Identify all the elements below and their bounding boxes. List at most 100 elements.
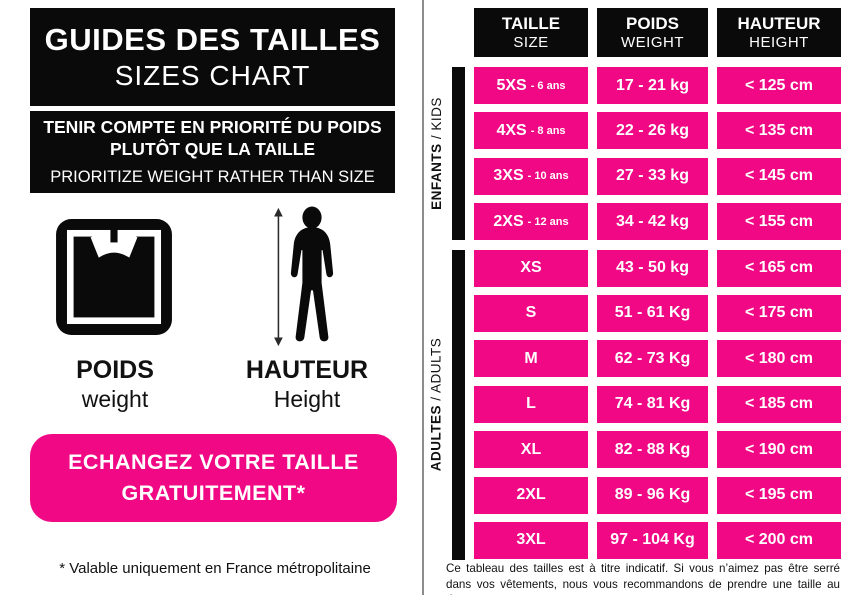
disclaimer-line2: dans vos vêtements, nous vous recommando… xyxy=(446,577,840,595)
table-row: 4XS - 8 ans 22 - 26 kg < 135 cm xyxy=(474,112,841,150)
kids-label-fr: ENFANTS xyxy=(428,143,444,210)
age-value: - 10 ans xyxy=(527,170,569,183)
weight-label-en: weight xyxy=(81,386,149,412)
size-cell: 4XS - 8 ans xyxy=(474,112,588,150)
exchange-button-line1: ECHANGEZ VOTRE TAILLE xyxy=(68,449,359,474)
weight-cell: 97 - 104 Kg xyxy=(597,521,708,559)
age-value: - 12 ans xyxy=(527,215,569,228)
size-cell: 5XS - 6 ans xyxy=(474,67,588,104)
footnote: * Valable uniquement en France métropoli… xyxy=(59,560,371,577)
table-row: 3XS - 10 ans 27 - 33 kg < 145 cm xyxy=(474,157,841,195)
title-banner: GUIDES DES TAILLES SIZES CHART xyxy=(30,8,395,106)
table-row: 2XL 89 - 96 Kg < 195 cm xyxy=(474,476,841,514)
person-silhouette xyxy=(290,206,334,342)
weight-cell: 27 - 33 kg xyxy=(597,157,708,195)
weight-cell: 22 - 26 kg xyxy=(597,112,708,150)
weight-label: POIDS weight xyxy=(30,356,200,413)
size-value: S xyxy=(525,304,537,322)
weight-cell: 82 - 88 Kg xyxy=(597,431,708,469)
weighing-scale-icon xyxy=(56,219,172,335)
size-cell: L xyxy=(474,385,588,423)
size-value: 2XS xyxy=(493,212,524,230)
kids-label-en: KIDS xyxy=(428,97,444,131)
kids-label-separator: / xyxy=(428,130,444,144)
table-row: S 51 - 61 Kg < 175 cm xyxy=(474,294,841,332)
page-title-fr: GUIDES DES TAILLES xyxy=(44,22,381,57)
weight-cell: 34 - 42 kg xyxy=(597,203,708,241)
height-cell: < 175 cm xyxy=(717,294,841,332)
notice-en: PRIORITIZE WEIGHT RATHER THAN SIZE xyxy=(50,168,375,187)
header-size-fr: TAILLE xyxy=(501,14,561,33)
adults-label-en: ADULTS xyxy=(428,337,444,393)
kids-group-bar xyxy=(452,67,465,241)
kids-group-label: ENFANTS / KIDS xyxy=(424,67,448,240)
adults-group-label: ADULTES / ADULTS xyxy=(424,249,448,560)
size-value: 5XS xyxy=(496,76,527,94)
weight-cell: 62 - 73 Kg xyxy=(597,340,708,378)
height-cell: < 135 cm xyxy=(717,112,841,150)
header-height: HAUTEUR HEIGHT xyxy=(717,8,841,57)
adults-label-fr: ADULTES xyxy=(428,405,444,472)
table-row: 3XL 97 - 104 Kg < 200 cm xyxy=(474,521,841,559)
size-cell: 3XL xyxy=(474,521,588,559)
size-value: XL xyxy=(520,440,542,458)
size-value: M xyxy=(524,349,538,367)
adults-group-bar xyxy=(452,249,465,560)
size-cell: XL xyxy=(474,431,588,469)
header-weight-en: WEIGHT xyxy=(621,34,684,51)
header-weight-fr: POIDS xyxy=(626,14,679,33)
header-height-fr: HAUTEUR xyxy=(737,14,821,33)
height-label-en: Height xyxy=(273,386,341,412)
size-value: 2XL xyxy=(516,486,546,504)
exchange-button-line2: GRATUITEMENT* xyxy=(121,481,306,505)
kids-rows: 5XS - 6 ans 17 - 21 kg < 125 cm 4XS - 8 … xyxy=(474,67,841,241)
adults-rows: XS 43 - 50 kg < 165 cm S 51 - 61 Kg < 17… xyxy=(474,249,841,559)
height-cell: < 185 cm xyxy=(717,385,841,423)
size-cell: XS xyxy=(474,249,588,287)
table-row: XS 43 - 50 kg < 165 cm xyxy=(474,249,841,287)
weight-cell: 17 - 21 kg xyxy=(597,67,708,104)
height-cell: < 200 cm xyxy=(717,521,841,559)
notice-fr-line1: TENIR COMPTE EN PRIORITÉ DU POIDS xyxy=(43,116,382,137)
height-cell: < 190 cm xyxy=(717,431,841,469)
table-row: M 62 - 73 Kg < 180 cm xyxy=(474,340,841,378)
height-label: HAUTEUR Height xyxy=(222,356,392,413)
size-cell: S xyxy=(474,294,588,332)
table-row: 5XS - 6 ans 17 - 21 kg < 125 cm xyxy=(474,67,841,104)
weight-cell: 74 - 81 Kg xyxy=(597,385,708,423)
height-cell: < 145 cm xyxy=(717,157,841,195)
height-cell: < 165 cm xyxy=(717,249,841,287)
height-arrow-icon xyxy=(274,207,283,347)
height-cell: < 155 cm xyxy=(717,203,841,241)
table-row: 2XS - 12 ans 34 - 42 kg < 155 cm xyxy=(474,203,841,241)
person-height-icon xyxy=(274,206,334,347)
vertical-divider xyxy=(422,0,424,595)
table-row: L 74 - 81 Kg < 185 cm xyxy=(474,385,841,423)
size-cell: 2XL xyxy=(474,476,588,514)
height-cell: < 195 cm xyxy=(717,476,841,514)
size-value: 3XS xyxy=(493,167,524,185)
exchange-size-button[interactable]: ECHANGEZ VOTRE TAILLE GRATUITEMENT* xyxy=(30,434,397,522)
priority-notice-banner: TENIR COMPTE EN PRIORITÉ DU POIDS PLUTÔT… xyxy=(30,111,395,193)
size-value: 3XL xyxy=(516,531,546,549)
size-cell: 2XS - 12 ans xyxy=(474,203,588,241)
header-size-en: SIZE xyxy=(513,34,549,51)
age-value: - 8 ans xyxy=(530,124,566,137)
height-cell: < 180 cm xyxy=(717,340,841,378)
age-value: - 6 ans xyxy=(530,79,566,92)
weight-cell: 51 - 61 Kg xyxy=(597,294,708,332)
adults-label-separator: / xyxy=(428,393,444,406)
height-label-fr: HAUTEUR xyxy=(245,356,369,384)
weight-cell: 89 - 96 Kg xyxy=(597,476,708,514)
table-row: XL 82 - 88 Kg < 190 cm xyxy=(474,431,841,469)
table-disclaimer: Ce tableau des tailles est à titre indic… xyxy=(446,561,840,595)
table-header-row: TAILLE SIZE POIDS WEIGHT HAUTEUR HEIGHT xyxy=(474,8,841,57)
header-size: TAILLE SIZE xyxy=(474,8,588,57)
weight-label-fr: POIDS xyxy=(76,356,154,384)
size-cell: M xyxy=(474,340,588,378)
header-height-en: HEIGHT xyxy=(749,34,809,51)
size-value: 4XS xyxy=(496,121,527,139)
size-cell: 3XS - 10 ans xyxy=(474,157,588,195)
disclaimer-line1: Ce tableau des tailles est à titre indic… xyxy=(446,562,840,575)
